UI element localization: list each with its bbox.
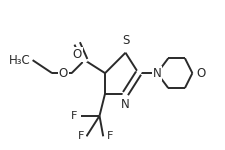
Text: N: N [121, 98, 130, 111]
Text: O: O [196, 67, 206, 80]
Text: H₃C: H₃C [9, 54, 31, 67]
Text: F: F [78, 131, 85, 141]
Text: N: N [153, 67, 162, 80]
Text: O: O [73, 48, 82, 61]
Text: F: F [107, 131, 113, 141]
Text: S: S [122, 34, 129, 47]
Text: O: O [59, 67, 68, 80]
Text: F: F [71, 111, 77, 121]
